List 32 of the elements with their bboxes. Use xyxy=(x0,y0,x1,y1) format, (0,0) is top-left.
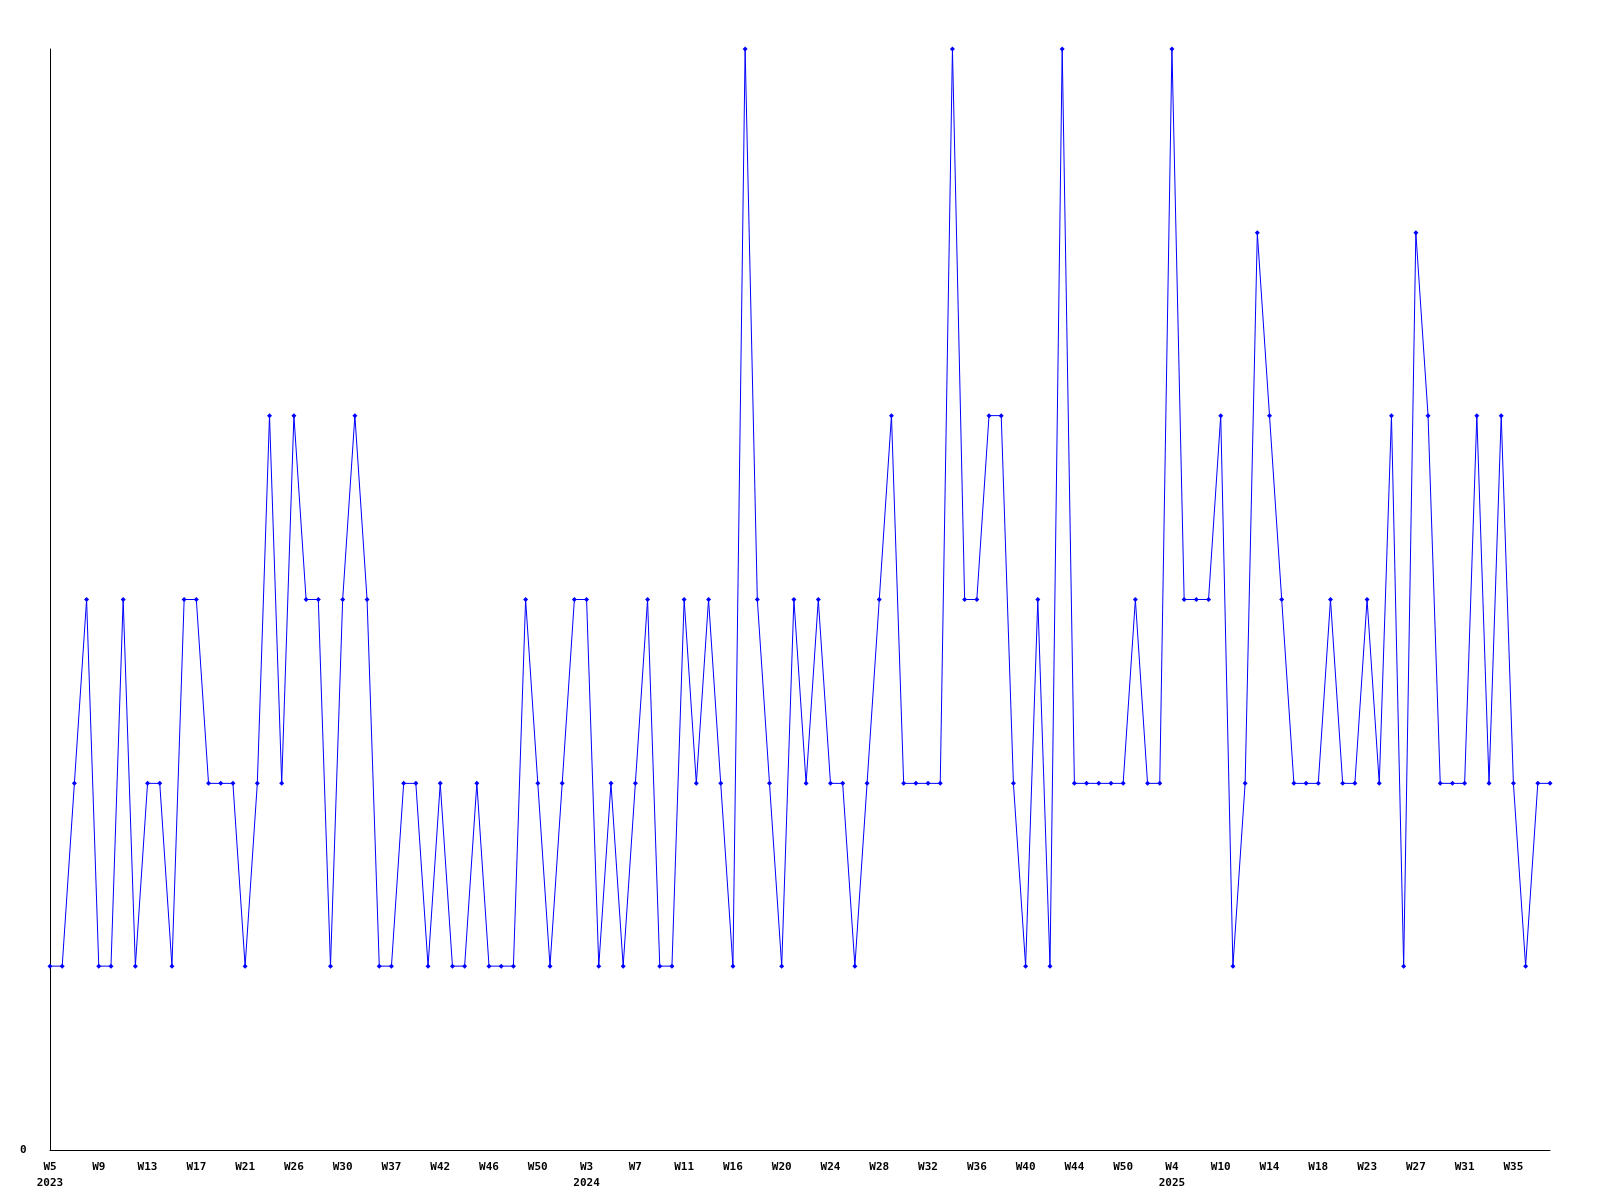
x-tick-label: W36 xyxy=(966,1159,988,1173)
x-tick-label: W44 xyxy=(1064,1159,1085,1173)
x-tick-label: W16 xyxy=(722,1159,744,1173)
x-tick-label: W17 xyxy=(186,1159,207,1173)
x-tick-label: W13 xyxy=(137,1159,158,1173)
x-tick-label: W20 xyxy=(771,1159,792,1173)
x-tick-label: W9 xyxy=(92,1159,106,1173)
x-tick-label: W50 xyxy=(1113,1159,1134,1173)
x-tick-label: W28 xyxy=(869,1159,890,1173)
x-tick-label: W10 xyxy=(1210,1159,1231,1173)
x-tick-label: W40 xyxy=(1015,1159,1036,1173)
x-tick-label: W50 xyxy=(527,1159,548,1173)
x-tick-label: W35 xyxy=(1503,1159,1524,1173)
x-tick-label: W31 xyxy=(1454,1159,1475,1173)
x-tick-label: W18 xyxy=(1308,1159,1329,1173)
x-tick-label: W14 xyxy=(1259,1159,1280,1173)
x-tick-label: W23 xyxy=(1357,1159,1378,1173)
x-tick-label: W26 xyxy=(283,1159,305,1173)
text: 0 xyxy=(20,1143,27,1156)
x-tick-label: W3 2024 xyxy=(573,1159,601,1189)
x-tick-label: W21 xyxy=(235,1159,256,1173)
x-tick-label: W4 2025 xyxy=(1158,1159,1186,1189)
x-tick-label: W11 xyxy=(674,1159,695,1173)
x-tick-label: W7 xyxy=(628,1159,642,1173)
x-tick-label: W5 2023 xyxy=(36,1159,64,1189)
x-tick-label: W37 xyxy=(381,1159,402,1173)
x-tick-label: W42 xyxy=(430,1159,451,1173)
x-tick-label: W46 xyxy=(479,1159,500,1173)
x-tick-label: W27 xyxy=(1405,1159,1426,1173)
x-tick-label: W24 xyxy=(820,1159,841,1173)
x-tick-label: W32 xyxy=(918,1159,938,1173)
x-tick-label: W30 xyxy=(332,1159,353,1173)
